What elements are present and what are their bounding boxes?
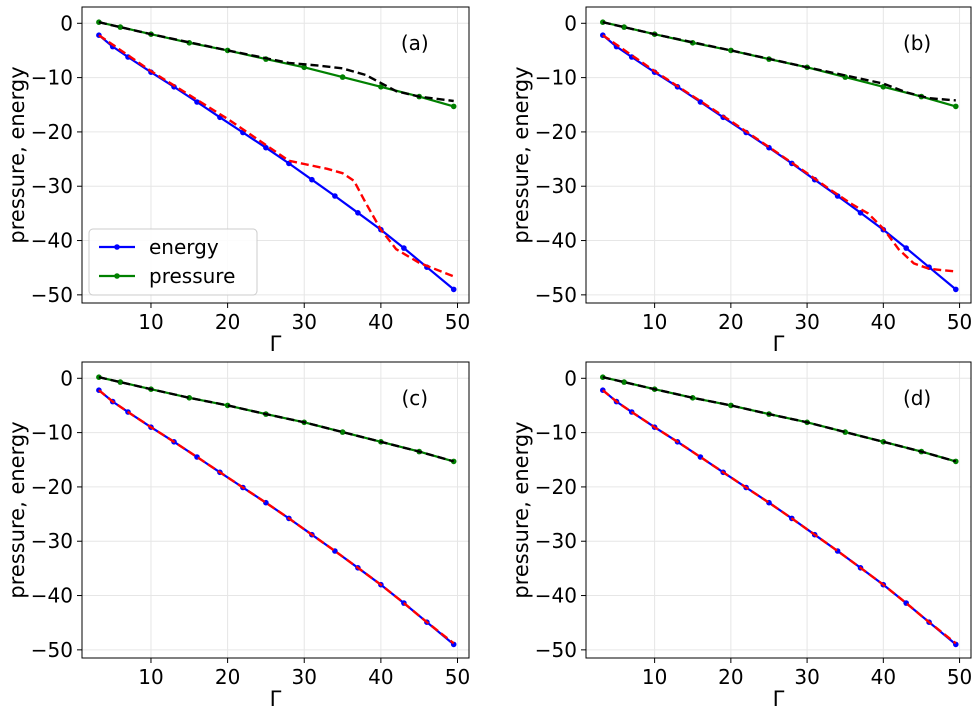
- pressure-fit-line: [602, 21, 956, 102]
- x-tick-label: 40: [368, 665, 393, 689]
- pressure-fit-line: [98, 376, 455, 463]
- x-tick-label: 30: [794, 310, 819, 334]
- pressure-point: [621, 379, 627, 385]
- legend-energy-label: energy: [149, 235, 219, 259]
- y-tick-label: −50: [31, 283, 73, 307]
- x-tick-label: 20: [215, 665, 240, 689]
- y-axis-label: pressure, energy: [509, 66, 533, 243]
- y-tick-label: −40: [31, 229, 73, 253]
- y-tick-label: 0: [60, 11, 73, 35]
- y-tick-label: −20: [535, 475, 577, 499]
- x-axis-label: Γ: [270, 332, 282, 356]
- y-tick-label: −10: [535, 66, 577, 90]
- x-tick-label: 10: [138, 665, 163, 689]
- energy-point: [309, 176, 315, 183]
- energy-point: [401, 245, 407, 251]
- plot-frame: [585, 6, 972, 304]
- pressure-fit-line: [602, 376, 957, 463]
- y-tick-label: −50: [31, 638, 73, 662]
- x-axis-label: Γ: [773, 687, 785, 711]
- pressure-point: [117, 379, 124, 385]
- y-tick-label: −50: [535, 283, 577, 307]
- y-axis-label: pressure, energy: [5, 66, 29, 243]
- y-tick-label: −40: [31, 584, 73, 608]
- pressure-fit-line: [98, 21, 454, 103]
- x-tick-label: 50: [445, 665, 470, 689]
- pressure-point: [953, 103, 959, 110]
- x-axis-label: Γ: [773, 332, 785, 356]
- panel-label: (a): [401, 31, 429, 55]
- x-axis-label: Γ: [270, 687, 282, 711]
- x-tick-label: 50: [947, 665, 972, 689]
- x-tick-label: 20: [718, 310, 743, 334]
- y-tick-label: −30: [535, 529, 577, 553]
- y-tick-label: −30: [31, 174, 73, 198]
- y-axis-label: pressure, energy: [509, 421, 533, 598]
- pressure-point: [339, 429, 346, 435]
- y-tick-label: −10: [31, 66, 73, 90]
- y-tick-label: −10: [31, 421, 73, 445]
- y-tick-label: 0: [60, 366, 73, 390]
- y-tick-label: −40: [535, 584, 577, 608]
- panel-label: (c): [402, 386, 429, 410]
- pressure-point: [339, 74, 346, 80]
- energy-fit-line: [98, 34, 455, 278]
- pressure-point: [117, 24, 124, 30]
- pressure-point: [621, 24, 627, 30]
- legend: energy pressure: [88, 228, 258, 296]
- x-tick-label: 30: [292, 310, 317, 334]
- energy-point: [355, 210, 361, 216]
- legend-pressure-marker: [114, 273, 120, 279]
- y-tick-label: −30: [31, 529, 73, 553]
- x-tick-label: 40: [368, 310, 393, 334]
- x-tick-label: 30: [794, 665, 819, 689]
- energy-fit-line: [602, 34, 956, 273]
- y-tick-label: −20: [535, 120, 577, 144]
- x-tick-label: 50: [445, 310, 470, 334]
- panel-label: (d): [903, 386, 931, 410]
- x-tick-label: 10: [642, 310, 667, 334]
- legend-energy-marker: [114, 244, 120, 250]
- energy-point: [903, 245, 909, 251]
- y-tick-label: −20: [31, 120, 73, 144]
- y-tick-label: −20: [31, 475, 73, 499]
- energy-point: [332, 193, 338, 199]
- legend-box: [88, 228, 258, 296]
- energy-point: [857, 210, 864, 216]
- x-tick-label: 40: [871, 665, 896, 689]
- y-tick-label: −30: [535, 174, 577, 198]
- y-tick-label: −40: [535, 229, 577, 253]
- plot-frame: [585, 361, 972, 659]
- x-tick-label: 10: [138, 310, 163, 334]
- energy-point: [450, 286, 457, 293]
- x-tick-label: 40: [871, 310, 896, 334]
- energy-point: [194, 99, 200, 105]
- plot-frame: [81, 6, 470, 304]
- y-tick-label: −10: [535, 421, 577, 445]
- y-tick-label: 0: [564, 366, 577, 390]
- y-tick-label: 0: [564, 11, 577, 35]
- y-axis-label: pressure, energy: [5, 421, 29, 598]
- x-tick-label: 30: [292, 665, 317, 689]
- energy-point: [263, 144, 269, 151]
- pressure-point: [301, 64, 308, 71]
- pressure-point: [450, 103, 457, 110]
- legend-pressure-label: pressure: [149, 264, 235, 288]
- x-tick-label: 20: [718, 665, 743, 689]
- energy-fit-line: [602, 389, 957, 645]
- plot-frame: [81, 361, 470, 659]
- energy-point: [953, 286, 959, 293]
- x-tick-label: 50: [947, 310, 972, 334]
- panel-label: (b): [903, 31, 931, 55]
- y-tick-label: −50: [535, 638, 577, 662]
- pressure-point: [378, 84, 384, 90]
- energy-fit-line: [98, 389, 455, 645]
- x-tick-label: 20: [215, 310, 240, 334]
- x-tick-label: 10: [642, 665, 667, 689]
